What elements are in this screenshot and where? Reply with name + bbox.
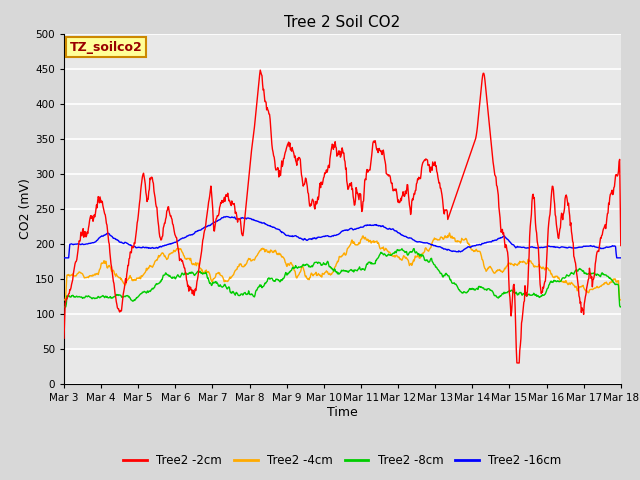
X-axis label: Time: Time	[327, 406, 358, 419]
Title: Tree 2 Soil CO2: Tree 2 Soil CO2	[284, 15, 401, 30]
Text: TZ_soilco2: TZ_soilco2	[70, 41, 142, 54]
Y-axis label: CO2 (mV): CO2 (mV)	[19, 179, 33, 239]
Legend: Tree2 -2cm, Tree2 -4cm, Tree2 -8cm, Tree2 -16cm: Tree2 -2cm, Tree2 -4cm, Tree2 -8cm, Tree…	[118, 449, 566, 472]
